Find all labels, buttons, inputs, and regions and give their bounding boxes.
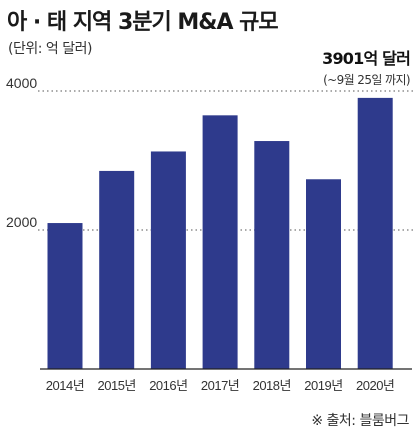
x-tick-label-2017년: 2017년	[201, 378, 239, 393]
x-tick-label-2019년: 2019년	[304, 378, 342, 393]
chart-title: 아 · 태 지역 3분기 M&A 규모	[7, 10, 279, 35]
y-tick-label-2000: 2000	[6, 214, 37, 230]
x-tick-label-2014년: 2014년	[46, 378, 84, 393]
x-tick-label-2018년: 2018년	[253, 378, 291, 393]
unit-label: (단위: 억 달러)	[8, 41, 92, 57]
bar-2020년	[357, 97, 393, 370]
bar-2017년	[202, 115, 238, 369]
annotation-value: 3901억 달러	[322, 49, 410, 68]
bar-2016년	[150, 151, 186, 369]
bar-2015년	[99, 170, 135, 369]
x-tick-label-2015년: 2015년	[98, 378, 136, 393]
source-note: ※ 출처: 블룸버그	[311, 413, 409, 429]
x-tick-label-2016년: 2016년	[149, 378, 187, 393]
y-tick-label-4000: 4000	[6, 75, 37, 91]
bar-2019년	[306, 179, 341, 369]
x-tick-label-2020년: 2020년	[356, 378, 394, 393]
bar-2014년	[47, 223, 83, 369]
bar-2018년	[254, 141, 290, 369]
annotation-note: (~9월 25일 까지)	[323, 73, 410, 87]
